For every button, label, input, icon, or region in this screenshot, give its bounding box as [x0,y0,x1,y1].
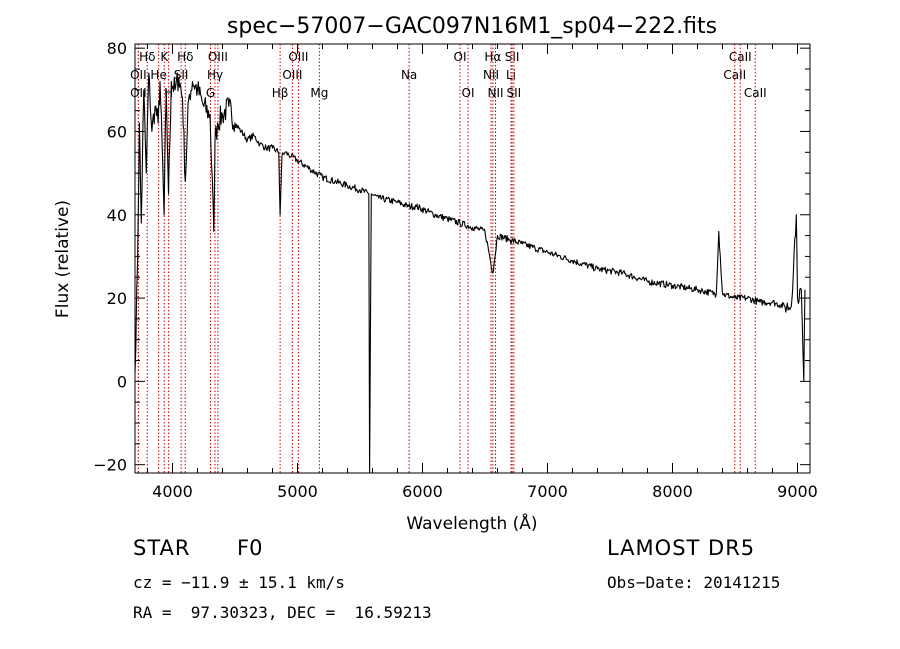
line-marker-label-5: OI [454,50,467,64]
observation-date: Obs−Date: 20141215 [607,573,781,592]
x-tick-label-4: 8000 [652,482,693,501]
x-axis: 4000 5000 6000 7000 8000 9000 [147,44,818,501]
spectrum-series [134,72,806,474]
y-tick-label-5: 80 [107,39,127,58]
line-marker-label-1: K [160,50,169,64]
y-tick-label-4: 60 [107,122,127,141]
line-marker-label-6: Hα [484,50,501,64]
line-marker-label-23: OI [462,86,475,100]
line-marker-label-7: SII [505,50,520,64]
y-tick-label-0: −20 [93,456,127,475]
y-tick-label-1: 0 [117,372,127,391]
x-tick-label-0: 4000 [152,482,193,501]
object-class: STAR [133,536,191,560]
line-marker-label-22: Mg [310,86,328,100]
line-marker-label-12: Hγ [207,68,223,82]
y-axis-label: Flux (relative) [53,200,73,318]
line-marker-label-24: NII [487,86,503,100]
survey-name: LAMOST DR5 [607,536,756,560]
line-markers: Hδ K Hδ OIII OIII OI Hα SII CaII OII He SII Hγ OIII Na… [130,44,767,473]
line-marker-label-17: CaII [723,68,746,82]
line-marker-label-4: OIII [288,50,308,64]
line-marker-label-21: Hβ [272,86,289,100]
chart-title: spec−57007−GAC097N16M1_sp04−222.fits [227,14,717,39]
line-marker-label-16: Li [506,68,516,82]
line-marker-label-2: Hδ [177,50,193,64]
line-marker-label-10: He [150,68,166,82]
line-marker-label-9: OII [130,68,147,82]
line-marker-label-26: CaII [744,86,767,100]
line-marker-label-8: CaII [729,50,752,64]
y-axis: −20 0 20 40 60 80 [93,39,810,475]
coordinates: RA = 97.30323, DEC = 16.59213 [133,603,432,622]
line-marker-label-18: OII [130,86,147,100]
line-marker-label-15: NII [483,68,499,82]
line-marker-label-19: H [164,86,173,100]
y-tick-label-2: 20 [107,289,127,308]
object-subclass: F0 [237,536,263,560]
plot-frame [134,43,811,474]
x-tick-label-2: 6000 [402,482,443,501]
line-marker-label-13: OIII [282,68,302,82]
x-tick-label-1: 5000 [277,482,318,501]
x-tick-label-5: 9000 [777,482,818,501]
redshift-velocity: cz = −11.9 ± 15.1 km/s [133,573,345,592]
line-marker-label-3: OIII [208,50,228,64]
spectrum-line [134,72,806,474]
line-marker-label-14: Na [401,68,417,82]
line-marker-label-25: SII [507,86,522,100]
line-marker-label-20: G [206,86,215,100]
x-axis-label: Wavelength (Å) [406,512,537,534]
x-tick-label-3: 7000 [527,482,568,501]
line-marker-label-0: Hδ [139,50,155,64]
y-tick-label-3: 40 [107,206,127,225]
